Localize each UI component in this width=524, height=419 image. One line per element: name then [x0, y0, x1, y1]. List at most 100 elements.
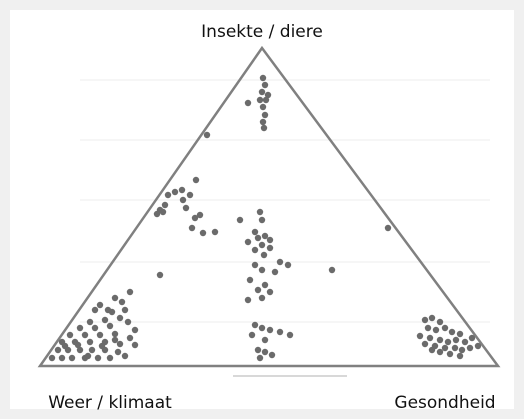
- point: [48, 354, 56, 362]
- point: [121, 352, 129, 360]
- left-label: Weer / klimaat: [48, 393, 172, 413]
- point: [244, 296, 252, 304]
- point: [428, 314, 436, 322]
- point: [421, 316, 429, 324]
- point: [111, 330, 119, 338]
- point: [178, 186, 186, 194]
- point: [259, 103, 267, 111]
- point: [384, 224, 392, 232]
- point: [266, 236, 274, 244]
- point: [261, 348, 269, 356]
- point: [276, 328, 284, 336]
- point: [461, 338, 469, 346]
- point: [254, 346, 262, 354]
- point: [452, 336, 460, 344]
- point: [259, 118, 267, 126]
- point: [61, 342, 69, 350]
- point: [111, 336, 119, 344]
- point: [256, 208, 264, 216]
- point: [153, 210, 161, 218]
- point: [254, 234, 262, 242]
- point: [458, 346, 466, 354]
- point: [284, 261, 292, 269]
- point: [81, 331, 89, 339]
- point: [203, 131, 211, 139]
- point: [179, 196, 187, 204]
- point: [96, 331, 104, 339]
- point: [191, 214, 199, 222]
- point: [86, 338, 94, 346]
- point: [76, 346, 84, 354]
- point: [251, 246, 259, 254]
- point: [254, 286, 262, 294]
- point: [199, 229, 207, 237]
- point: [106, 354, 114, 362]
- point: [118, 298, 126, 306]
- point: [466, 344, 474, 352]
- point: [96, 301, 104, 309]
- point: [248, 331, 256, 339]
- triangle: [37, 45, 501, 368]
- point: [451, 344, 459, 352]
- point: [186, 191, 194, 199]
- point: [436, 318, 444, 326]
- point: [262, 96, 270, 104]
- point: [468, 334, 476, 342]
- point: [441, 324, 449, 332]
- point: [116, 340, 124, 348]
- point: [171, 188, 179, 196]
- point: [116, 314, 124, 322]
- point: [258, 266, 266, 274]
- point: [58, 354, 66, 362]
- point: [192, 176, 200, 184]
- point: [258, 216, 266, 224]
- point: [54, 346, 62, 354]
- point: [258, 88, 266, 96]
- point: [88, 346, 96, 354]
- point: [258, 324, 266, 332]
- point: [196, 211, 204, 219]
- point: [259, 74, 267, 82]
- point: [94, 354, 102, 362]
- point: [456, 330, 464, 338]
- point: [124, 318, 132, 326]
- point: [84, 352, 92, 360]
- point: [106, 322, 114, 330]
- point: [159, 208, 167, 216]
- point: [256, 96, 264, 104]
- point: [256, 354, 264, 362]
- point: [91, 306, 99, 314]
- point: [251, 321, 259, 329]
- point: [286, 331, 294, 339]
- point: [101, 316, 109, 324]
- point: [258, 294, 266, 302]
- right-label: Gesondheid: [394, 393, 495, 413]
- point: [421, 340, 429, 348]
- point: [436, 348, 444, 356]
- point: [126, 334, 134, 342]
- point: [131, 341, 139, 349]
- point: [126, 288, 134, 296]
- point: [251, 228, 259, 236]
- point: [164, 191, 172, 199]
- point: [416, 332, 424, 340]
- point: [131, 326, 139, 334]
- point: [328, 266, 336, 274]
- point: [121, 306, 129, 314]
- point: [246, 276, 254, 284]
- point: [182, 204, 190, 212]
- point: [108, 308, 116, 316]
- point: [236, 216, 244, 224]
- point: [86, 318, 94, 326]
- top-label: Insekte / diere: [201, 22, 323, 42]
- point: [444, 338, 452, 346]
- point: [426, 334, 434, 342]
- point: [161, 201, 169, 209]
- point: [260, 251, 268, 259]
- point: [441, 344, 449, 352]
- point: [66, 331, 74, 339]
- point: [68, 354, 76, 362]
- point: [260, 124, 268, 132]
- point: [268, 351, 276, 359]
- point: [91, 324, 99, 332]
